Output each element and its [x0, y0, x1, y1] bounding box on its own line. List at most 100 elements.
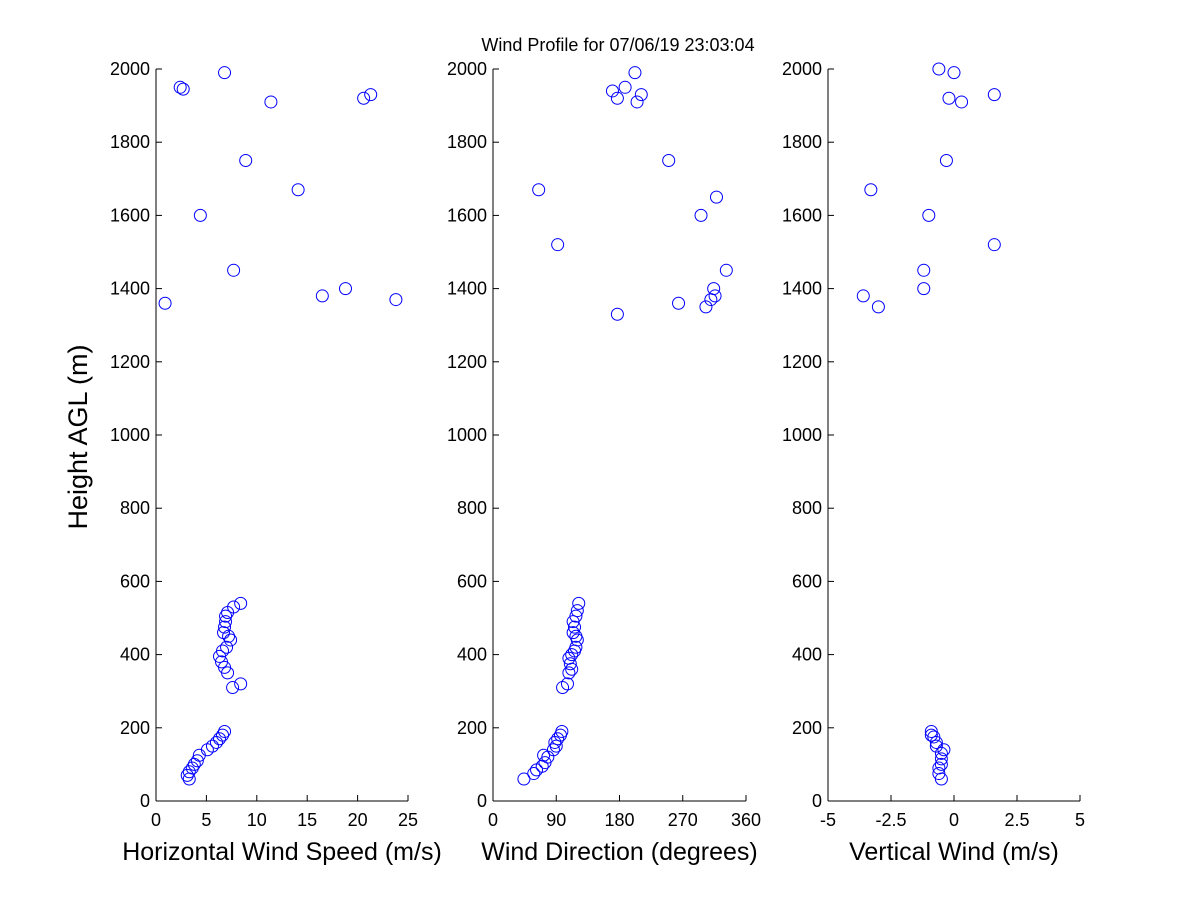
data-point — [856, 289, 870, 303]
horizontal-wind-speed-panel: 0 200 400 600 800 1000 1200 1400 1600 1800 2000 0 5 1… — [110, 59, 442, 866]
x-tick-label: 90 — [546, 810, 566, 830]
y-tick-label: 1200 — [447, 352, 487, 372]
y-tick-label: 1800 — [110, 132, 150, 152]
y-tick-label: 2000 — [782, 59, 822, 79]
data-point — [315, 289, 329, 303]
x-tick-label: 2.5 — [1004, 810, 1029, 830]
data-point — [216, 728, 230, 742]
data-point — [942, 91, 956, 105]
x-tick-label: 270 — [668, 810, 698, 830]
data-point — [672, 296, 686, 310]
y-tick-label: 400 — [457, 645, 487, 665]
y-tick-label: 800 — [120, 498, 150, 518]
y-tick-label: 2000 — [447, 59, 487, 79]
data-point — [566, 626, 580, 640]
y-tick-label: 1800 — [782, 132, 822, 152]
data-point — [569, 640, 583, 654]
data-point — [180, 768, 194, 782]
data-point — [532, 183, 546, 197]
data-point — [634, 88, 648, 102]
data-point — [955, 95, 969, 109]
y-tick-label: 1000 — [447, 425, 487, 445]
x-axis-label: Wind Direction (degrees) — [481, 838, 758, 866]
y-tick-label: 0 — [140, 791, 150, 811]
x-tick-label: 360 — [731, 810, 761, 830]
data-point — [224, 633, 238, 647]
data-point — [357, 91, 371, 105]
data-point — [699, 300, 713, 314]
data-point — [864, 183, 878, 197]
vertical-wind-panel: 0 200 400 600 800 1000 1200 1400 1600 1800 2000 -5 -… — [782, 59, 1085, 866]
data-point — [339, 282, 353, 296]
y-tick-label: 800 — [792, 498, 822, 518]
y-tick-label: 800 — [457, 498, 487, 518]
wind-direction-panel: 0 200 400 600 800 1000 1200 1400 1600 1800 2000 0 90… — [447, 59, 761, 866]
x-tick-label: 15 — [297, 810, 317, 830]
data-point — [927, 730, 941, 744]
data-point — [527, 767, 541, 781]
data-point — [364, 88, 378, 102]
y-tick-label: 1400 — [110, 279, 150, 299]
data-point — [572, 596, 586, 610]
x-tick-label: 0 — [949, 810, 959, 830]
y-tick-label: 1000 — [110, 425, 150, 445]
data-point — [618, 80, 632, 94]
data-point — [158, 296, 172, 310]
data-point — [708, 289, 722, 303]
data-point — [565, 648, 579, 662]
data-point — [939, 154, 953, 167]
data-point — [555, 724, 569, 738]
y-tick-label: 200 — [457, 718, 487, 738]
x-axis-label: Horizontal Wind Speed (m/s) — [122, 838, 442, 866]
data-point — [929, 739, 943, 753]
data-point — [176, 82, 190, 96]
data-point — [568, 620, 582, 634]
data-point — [546, 743, 560, 757]
x-tick-label: -5 — [820, 810, 836, 830]
data-point — [234, 596, 248, 610]
data-point — [610, 91, 624, 105]
data-point — [929, 735, 943, 749]
y-tick-label: 0 — [812, 791, 822, 811]
y-tick-label: 1200 — [782, 352, 822, 372]
data-point — [227, 263, 241, 277]
x-tick-label: 5 — [1075, 810, 1085, 830]
data-point — [234, 677, 248, 691]
x-tick-label: 180 — [604, 810, 634, 830]
data-point — [226, 681, 240, 695]
y-axis-label: Height AGL (m) — [63, 344, 93, 529]
data-point — [205, 739, 219, 753]
data-point — [630, 95, 644, 109]
x-tick-label: 20 — [348, 810, 368, 830]
data-point — [987, 238, 1001, 252]
data-point — [937, 743, 951, 757]
data-point — [932, 767, 946, 781]
y-tick-label: 2000 — [110, 59, 150, 79]
data-point — [947, 66, 961, 80]
y-tick-label: 200 — [792, 718, 822, 738]
y-tick-label: 400 — [120, 645, 150, 665]
data-point — [219, 609, 233, 623]
data-point — [215, 655, 229, 669]
x-tick-label: 0 — [151, 810, 161, 830]
data-point — [551, 238, 565, 252]
data-point — [917, 263, 931, 277]
y-tick-label: 200 — [120, 718, 150, 738]
x-tick-label: 25 — [398, 810, 418, 830]
data-point — [213, 732, 227, 746]
y-tick-label: 600 — [792, 571, 822, 591]
data-point — [570, 604, 584, 618]
data-point — [605, 84, 619, 98]
x-tick-label: 10 — [247, 810, 267, 830]
data-point — [560, 677, 574, 691]
data-point — [227, 600, 241, 614]
x-axis-label: Vertical Wind (m/s) — [849, 838, 1059, 866]
data-point — [922, 208, 936, 222]
data-point — [239, 154, 253, 167]
data-point — [569, 629, 583, 643]
data-point — [190, 754, 204, 768]
data-point — [707, 282, 721, 296]
data-point — [264, 95, 278, 109]
